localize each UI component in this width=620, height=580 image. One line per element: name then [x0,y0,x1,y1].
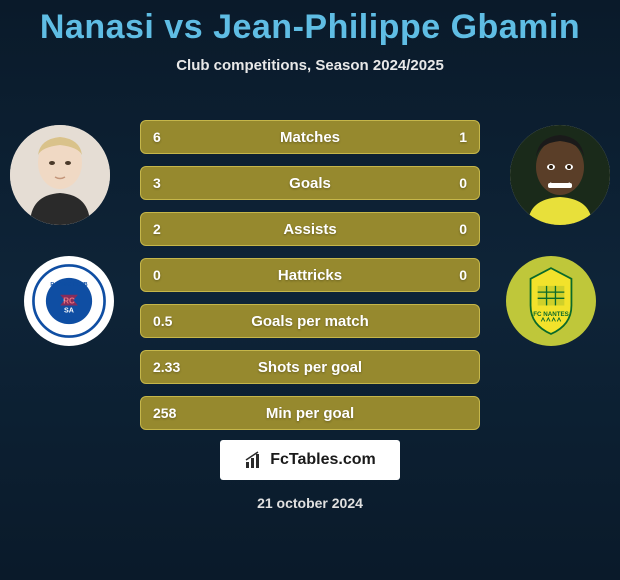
stat-label: Assists [283,221,336,238]
stat-left-value: 258 [153,405,176,421]
stat-row-hattricks: 0 Hattricks 0 [140,258,480,292]
player-left-avatar [10,125,110,225]
stat-label: Matches [280,129,340,146]
player-right-avatar [510,125,610,225]
date-label: 21 october 2024 [257,495,363,511]
stat-left-value: 6 [153,129,161,145]
stat-label: Shots per goal [258,359,362,376]
stat-bars: 6 Matches 1 3 Goals 0 2 Assists 0 0 Hatt… [140,120,480,442]
club-left-logo: RACING CLUB ALSACE RC SA [24,256,114,346]
svg-text:SA: SA [64,307,74,315]
stat-row-goals-per-match: 0.5 Goals per match [140,304,480,338]
stat-right-value: 0 [459,267,467,283]
stat-row-goals: 3 Goals 0 [140,166,480,200]
stat-label: Hattricks [278,267,342,284]
stat-label: Goals [289,175,331,192]
stat-row-shots-per-goal: 2.33 Shots per goal [140,350,480,384]
stat-left-value: 0 [153,267,161,283]
svg-text:ALSACE: ALSACE [58,317,80,323]
stat-label: Goals per match [251,313,369,330]
stat-left-value: 2 [153,221,161,237]
brand-badge: FcTables.com [220,440,400,480]
stat-label: Min per goal [266,405,354,422]
page-title: Nanasi vs Jean-Philippe Gbamin [0,0,620,47]
stat-left-value: 0.5 [153,313,172,329]
club-right-logo: FC NANTES [506,256,596,346]
subtitle: Club competitions, Season 2024/2025 [0,57,620,74]
brand-text: FcTables.com [270,451,376,469]
stat-row-matches: 6 Matches 1 [140,120,480,154]
svg-text:RACING CLUB: RACING CLUB [50,282,87,288]
stat-right-value: 0 [459,175,467,191]
stat-left-value: 2.33 [153,359,180,375]
svg-text:FC NANTES: FC NANTES [533,311,569,318]
stat-row-min-per-goal: 258 Min per goal [140,396,480,430]
stat-row-assists: 2 Assists 0 [140,212,480,246]
chart-icon [244,450,264,470]
stat-right-value: 1 [459,129,467,145]
stat-right-value: 0 [459,221,467,237]
stat-left-value: 3 [153,175,161,191]
